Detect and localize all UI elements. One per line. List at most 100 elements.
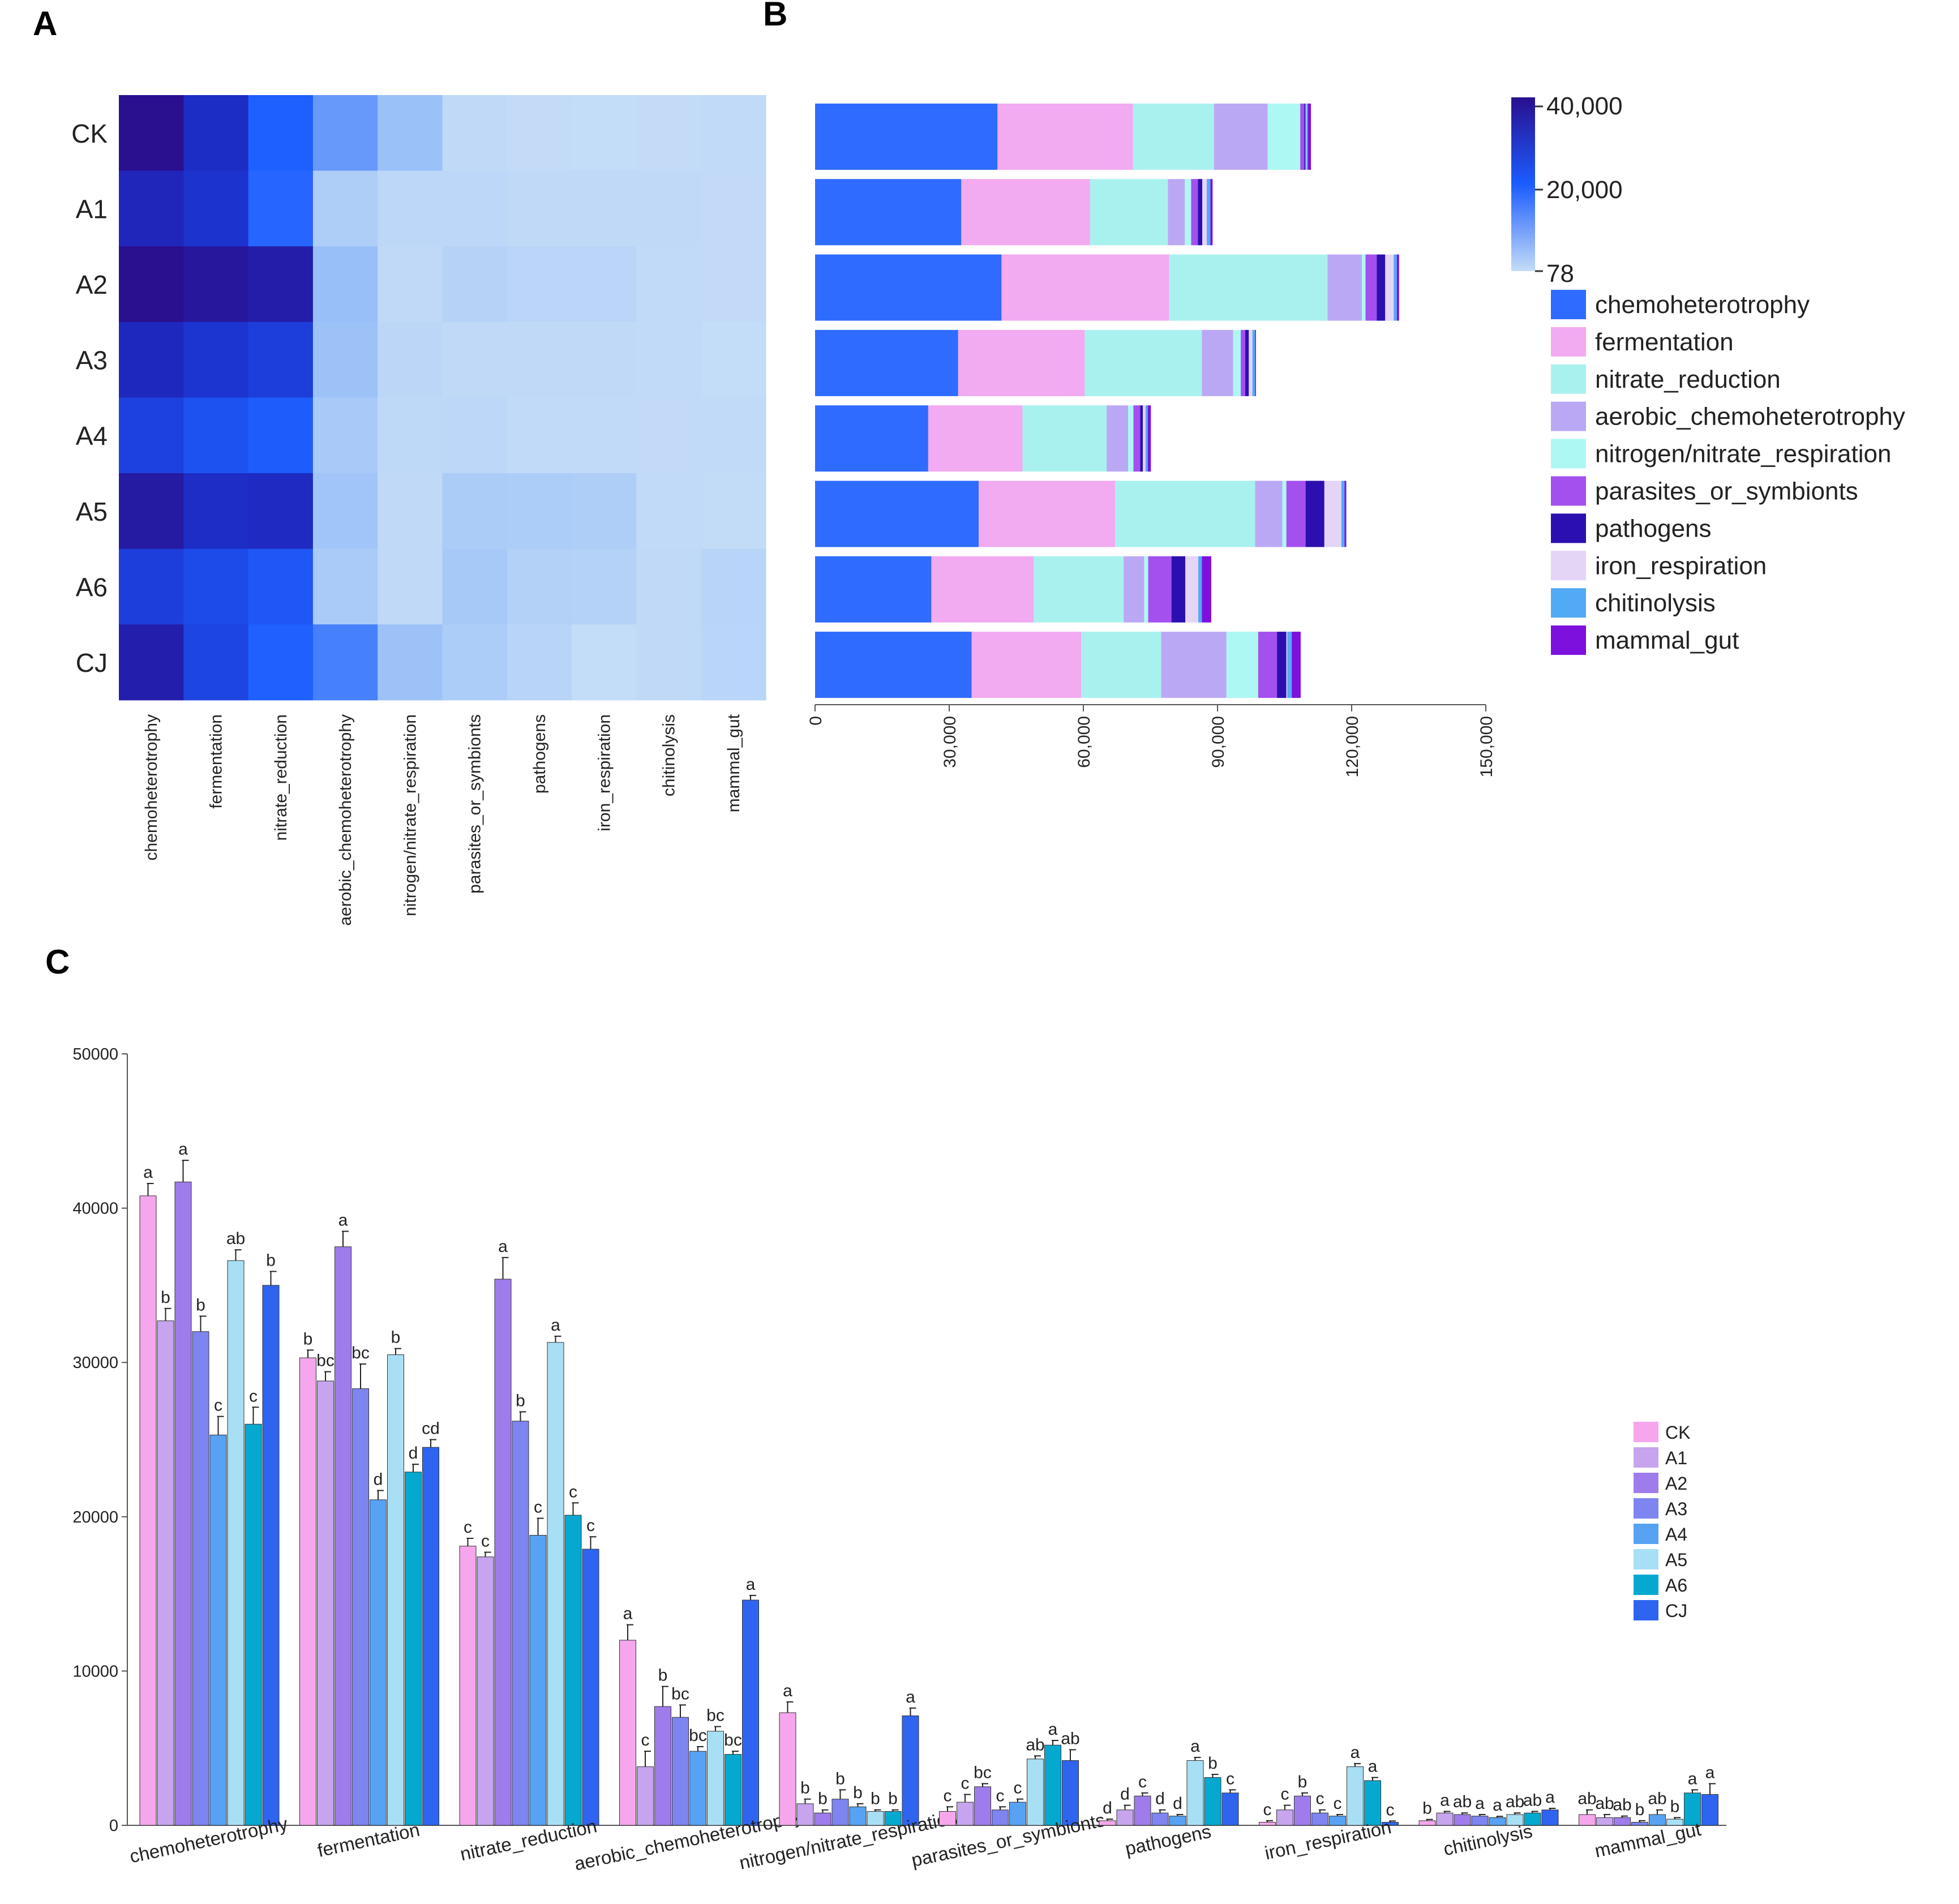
stacked-segment bbox=[1282, 481, 1287, 547]
significance-letter: b bbox=[266, 1251, 276, 1270]
grouped-bar bbox=[335, 1246, 351, 1826]
stacked-segment bbox=[1255, 329, 1256, 396]
legend-swatch bbox=[1551, 625, 1586, 655]
significance-letter: cd bbox=[422, 1420, 440, 1438]
heatmap-cell bbox=[248, 246, 314, 323]
grouped-bar bbox=[1701, 1794, 1718, 1826]
heatmap-column-label: mammal_gut bbox=[725, 714, 743, 812]
stacked-segment bbox=[979, 481, 1116, 547]
stacked-segment bbox=[1081, 632, 1161, 698]
significance-letter: bc bbox=[351, 1344, 370, 1362]
heatmap-row-label: A4 bbox=[76, 421, 108, 451]
significance-letter: c bbox=[641, 1731, 650, 1749]
heatmap-cell bbox=[312, 321, 378, 398]
stacked-segment bbox=[1245, 329, 1249, 396]
stacked-segment bbox=[1185, 179, 1191, 246]
stacked-segment bbox=[1233, 329, 1241, 396]
heatmap-cell bbox=[183, 321, 249, 398]
panel-letter-a: A bbox=[33, 5, 57, 42]
significance-letter: ab bbox=[1595, 1794, 1614, 1813]
heatmap-cell bbox=[701, 95, 766, 171]
stacked-segment bbox=[1034, 556, 1124, 623]
stacked-segment bbox=[815, 329, 958, 396]
heatmap-column-label: chemoheterotrophy bbox=[142, 714, 161, 861]
significance-letter: b bbox=[1670, 1797, 1680, 1816]
heatmap-row-label: A3 bbox=[76, 346, 108, 375]
stacked-segment bbox=[1202, 179, 1207, 246]
grouped-bar bbox=[902, 1715, 919, 1826]
grouped-bar bbox=[317, 1380, 334, 1826]
grouped-bar bbox=[227, 1260, 245, 1826]
legend-swatch bbox=[1551, 401, 1586, 431]
significance-letter: c bbox=[1014, 1779, 1022, 1798]
significance-letter: b bbox=[1208, 1754, 1218, 1773]
legend-swatch bbox=[1634, 1498, 1658, 1519]
grouped-y-tick-label: 10000 bbox=[72, 1662, 118, 1680]
significance-letter: ab bbox=[1506, 1792, 1524, 1811]
grouped-bar bbox=[245, 1423, 262, 1826]
legend-label: A1 bbox=[1665, 1448, 1687, 1468]
heatmap-row-labels: CK A1 A2 A3 A4 A5 A6 CJ bbox=[71, 119, 108, 677]
stacked-segment bbox=[1198, 179, 1203, 246]
significance-letter: a bbox=[1368, 1757, 1378, 1776]
stacked-segment bbox=[1255, 481, 1283, 547]
grouped-bar bbox=[957, 1802, 974, 1826]
stacked-segment bbox=[815, 179, 962, 246]
grouped-bar bbox=[494, 1279, 512, 1826]
stacked-segment bbox=[1191, 179, 1198, 246]
stacked-segment bbox=[1305, 481, 1324, 547]
significance-letter: a bbox=[143, 1163, 153, 1182]
heatmap-cell bbox=[378, 95, 443, 171]
heatmap-cell bbox=[636, 170, 702, 247]
grouped-bar bbox=[1027, 1759, 1044, 1826]
grouped-bar bbox=[1204, 1777, 1221, 1826]
stacked-segment bbox=[1207, 179, 1211, 246]
grouped-bar bbox=[814, 1812, 831, 1826]
stacked-segment bbox=[1001, 254, 1169, 321]
legend-swatch bbox=[1551, 588, 1586, 618]
significance-letter: c bbox=[1386, 1800, 1395, 1819]
heatmap-column-label: nitrogen/nitrate_respiration bbox=[401, 714, 419, 916]
significance-letter: b bbox=[1298, 1773, 1308, 1791]
stacked-segment bbox=[1090, 179, 1168, 246]
stacked-segment bbox=[928, 405, 1023, 472]
legend-swatch bbox=[1634, 1473, 1658, 1493]
legend-label: pathogens bbox=[1595, 514, 1712, 542]
heatmap-cell bbox=[507, 624, 572, 701]
stacked-segment bbox=[997, 104, 1133, 170]
heatmap-column-label: chitinolysis bbox=[660, 714, 679, 796]
legend-label: A4 bbox=[1665, 1524, 1687, 1545]
grouped-bar bbox=[1099, 1820, 1116, 1826]
significance-letter: b bbox=[303, 1330, 313, 1348]
significance-letter: ab bbox=[1648, 1790, 1666, 1808]
stacked-segment bbox=[815, 632, 972, 698]
heatmap-cell bbox=[507, 473, 572, 550]
colorbar bbox=[1511, 97, 1535, 271]
stacked-segment bbox=[1306, 104, 1308, 170]
heatmap-cell bbox=[636, 95, 702, 171]
stacked-segment bbox=[1107, 405, 1128, 472]
grouped-bar bbox=[1276, 1809, 1293, 1826]
significance-letter: a bbox=[906, 1688, 915, 1706]
heatmap-cell bbox=[572, 624, 637, 701]
stacked-segment bbox=[1344, 481, 1347, 547]
heatmap-cell bbox=[312, 397, 378, 474]
colorbar-label-max: 40,000 bbox=[1546, 92, 1623, 120]
significance-letter: d bbox=[409, 1444, 418, 1463]
heatmap-cell bbox=[636, 473, 702, 550]
heatmap-column-label: iron_respiration bbox=[595, 714, 614, 831]
heatmap-cell bbox=[636, 246, 702, 323]
heatmap-cell bbox=[701, 473, 766, 550]
stacked-segment bbox=[815, 254, 1002, 321]
grouped-bar bbox=[1684, 1792, 1701, 1826]
grouped-bar bbox=[1471, 1816, 1489, 1826]
heatmap-column-label: pathogens bbox=[530, 714, 549, 794]
significance-letter: a bbox=[551, 1316, 560, 1335]
grouped-bar bbox=[1311, 1812, 1328, 1826]
legend-label: nitrate_reduction bbox=[1595, 366, 1781, 393]
stacked-segment bbox=[1185, 556, 1199, 623]
grouped-bar bbox=[512, 1421, 529, 1826]
heatmap-cell bbox=[572, 397, 637, 474]
heatmap-cell bbox=[119, 397, 184, 474]
